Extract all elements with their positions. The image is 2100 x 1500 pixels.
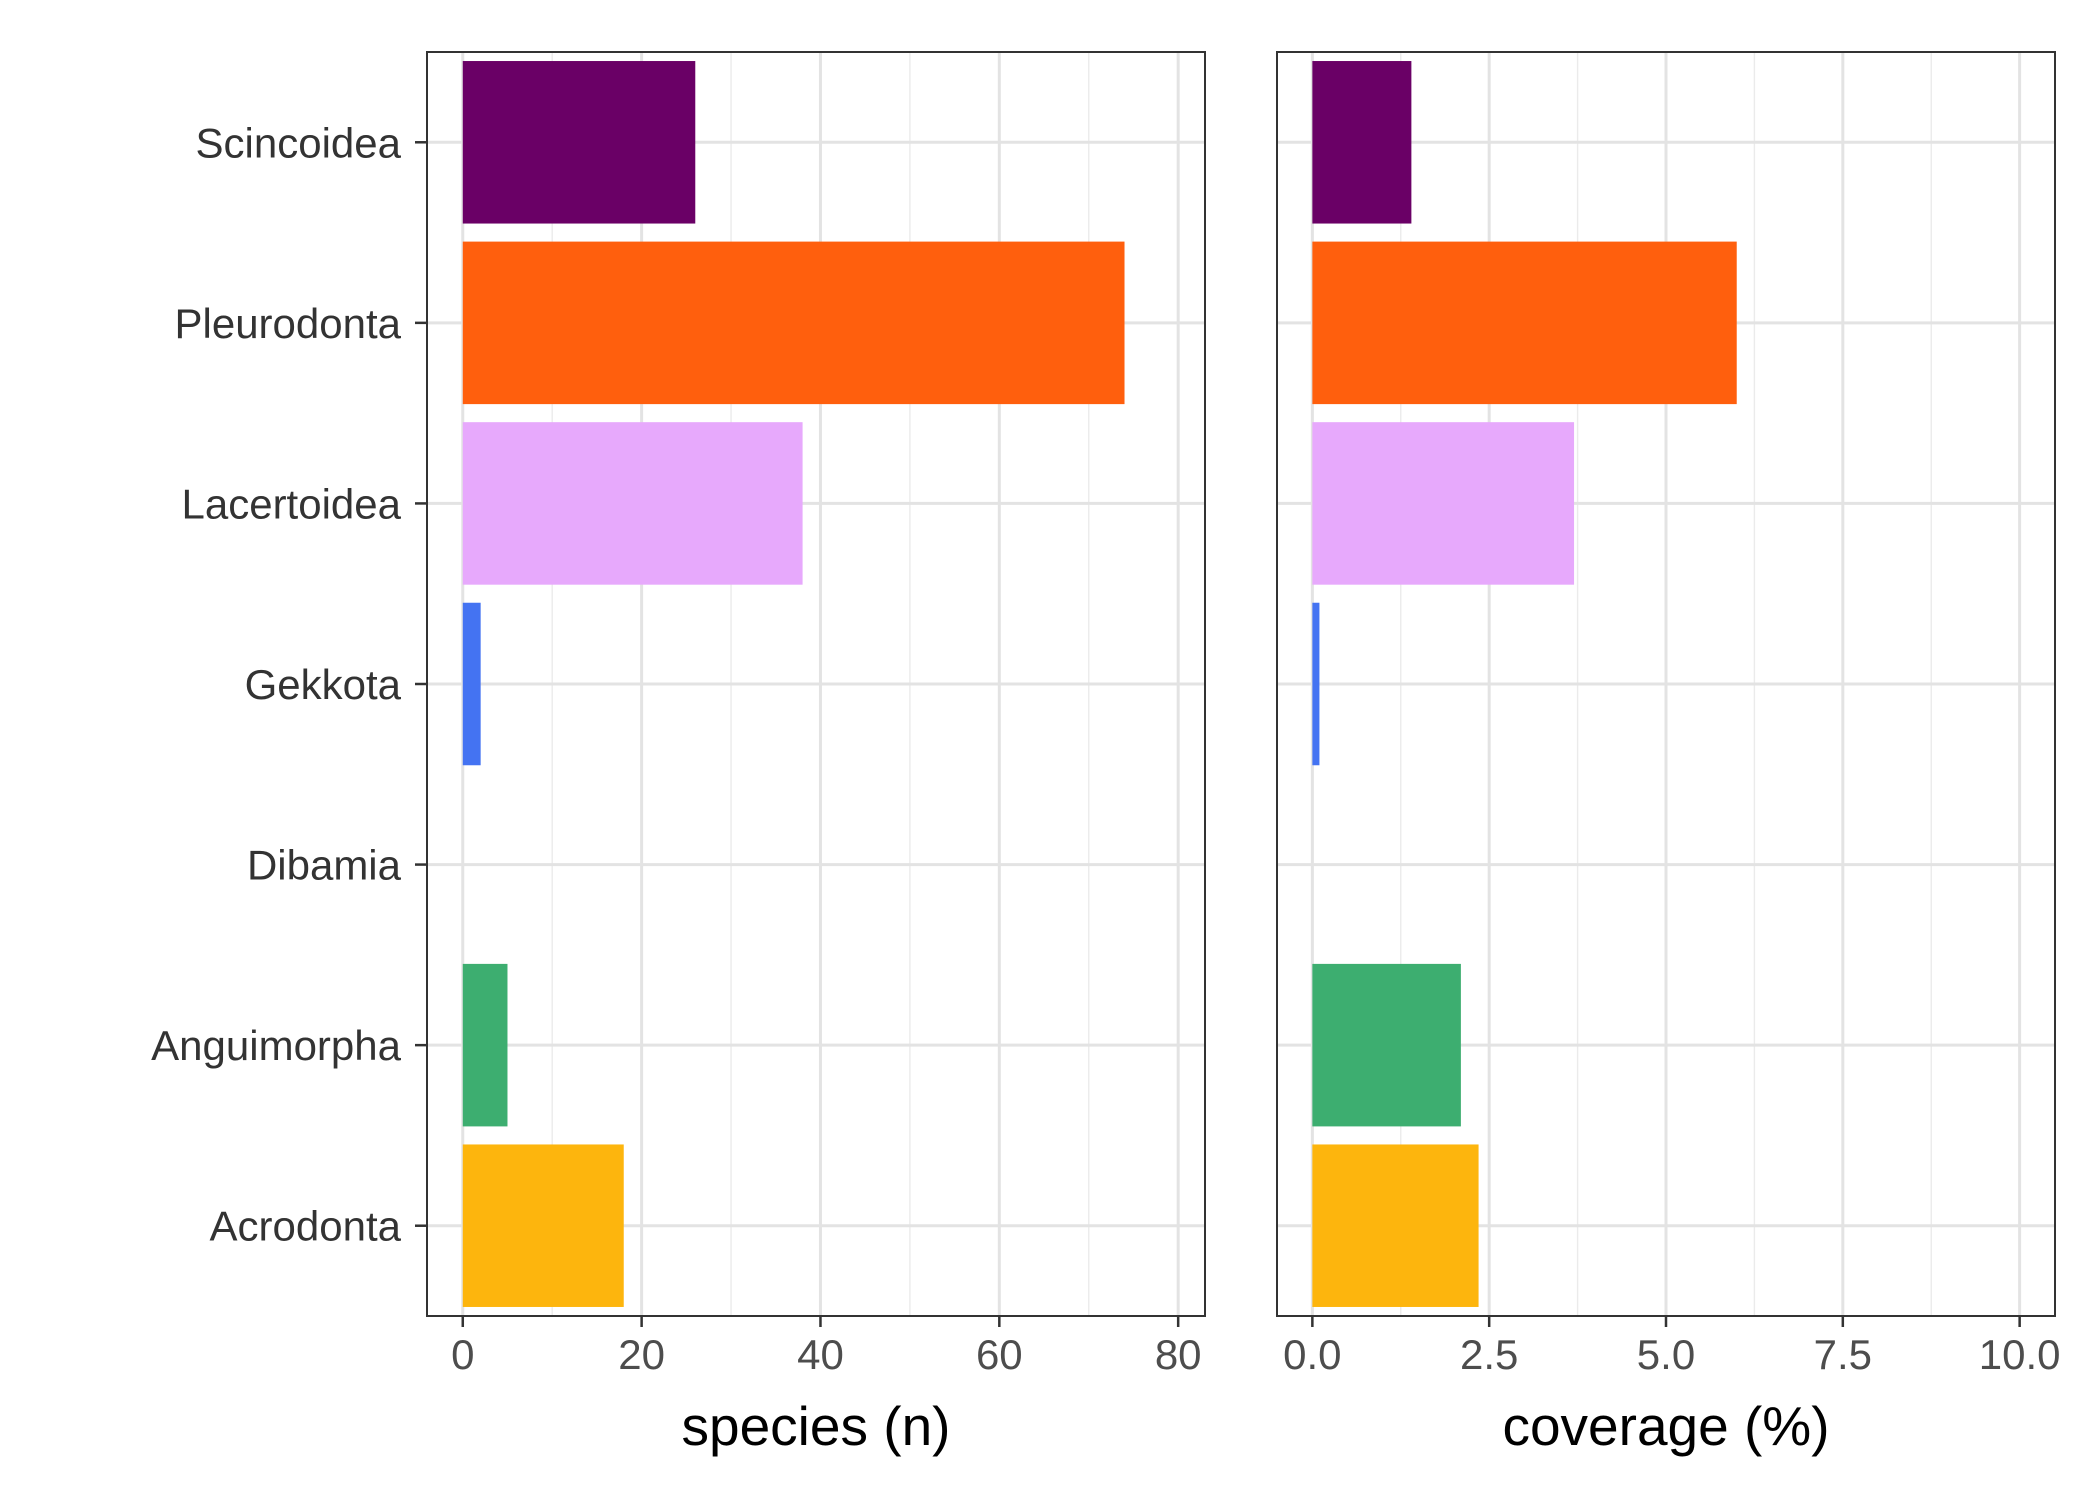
chart-panels: 0 20 40 60 80 species (n) 0.0 2.5 5.0 7.5 10.0 cove… (426, 51, 2061, 1457)
bar-gekkota (462, 602, 481, 766)
bar-lacertoidea (1312, 422, 1575, 585)
x-tick-label: 10.0 (1979, 1331, 2061, 1378)
bar-pleurodonta (1312, 241, 1737, 405)
y-tick-label-anguimorpha: Anguimorpha (151, 1022, 401, 1069)
bar-scincoidea (462, 61, 696, 224)
bar-anguimorpha (1312, 963, 1461, 1127)
y-tick-label-dibamia: Dibamia (247, 842, 402, 889)
y-tick-label-acrodonta: Acrodonta (210, 1203, 402, 1250)
panel-2: 0.0 2.5 5.0 7.5 10.0 coverage (%) (1276, 51, 2061, 1457)
y-tick-label-pleurodonta: Pleurodonta (174, 300, 401, 347)
bar-pleurodonta (462, 241, 1125, 405)
x-tick-label: 20 (618, 1331, 665, 1378)
y-tick-label-gekkota: Gekkota (245, 661, 402, 708)
panel-1: 0 20 40 60 80 species (n) (426, 51, 1206, 1457)
y-tick-label-scincoidea: Scincoidea (196, 119, 402, 166)
bar-acrodonta (1312, 1144, 1479, 1307)
x-tick-label: 0 (451, 1331, 474, 1378)
bar-scincoidea (1312, 61, 1412, 224)
x-tick-label: 80 (1155, 1331, 1202, 1378)
x-tick-label: 5.0 (1637, 1331, 1695, 1378)
x-tick-label: 2.5 (1460, 1331, 1518, 1378)
category-axis: Acrodonta Anguimorpha Dibamia Gekkota Lacert… (151, 119, 427, 1250)
x-axis-title: species (n) (682, 1395, 951, 1457)
y-tick-label-lacertoidea: Lacertoidea (182, 480, 402, 527)
x-tick-label: 0.0 (1283, 1331, 1341, 1378)
bar-gekkota (1312, 602, 1320, 766)
bar-acrodonta (462, 1144, 624, 1307)
bar-lacertoidea (462, 422, 803, 585)
x-axis-title: coverage (%) (1502, 1395, 1829, 1457)
x-tick-label: 40 (797, 1331, 844, 1378)
bar-anguimorpha (462, 963, 508, 1127)
x-tick-label: 60 (976, 1331, 1023, 1378)
x-tick-label: 7.5 (1814, 1331, 1872, 1378)
